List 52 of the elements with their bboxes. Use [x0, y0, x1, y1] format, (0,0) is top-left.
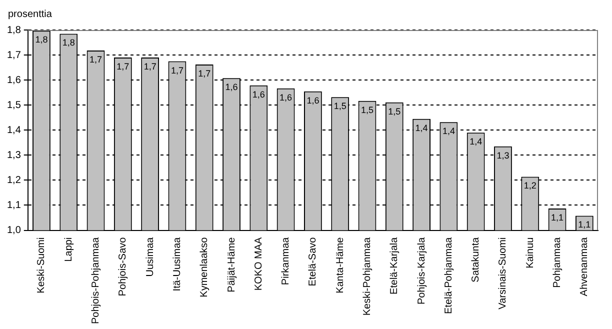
x-tick-label: Pirkanmaa [280, 236, 292, 286]
x-tick-label: Keski-Pohjanmaa [362, 236, 373, 316]
x-tick-label: Pohjois-Karjala [416, 236, 428, 305]
x-tick-label: Etelä-Savo [308, 236, 319, 286]
data-label: 1,4 [442, 126, 455, 136]
x-tick-label: Pohjanmaa [552, 236, 564, 288]
data-label: 1,4 [415, 122, 428, 133]
data-label: 1,7 [198, 68, 211, 79]
x-tick-label: Pohjois-Pohjanmaa [90, 236, 102, 324]
x-tick-label: Kainuu [524, 237, 536, 268]
x-tick-label: Lappi [63, 237, 74, 262]
x-tick-label: Keski-Suomi [36, 237, 48, 294]
data-label: 1,5 [334, 101, 346, 112]
x-tick-label: KOKO MAA [253, 236, 264, 291]
y-tick-label: 1,2 [6, 174, 22, 186]
data-label: 1,8 [35, 34, 48, 45]
y-tick-label: 1,5 [6, 100, 22, 111]
y-tick-label: 1,1 [6, 200, 22, 211]
y-tick-label: 1,0 [6, 225, 22, 236]
data-label: 1,7 [144, 62, 156, 72]
data-label: 1,6 [252, 89, 265, 100]
y-tick-label: 1,8 [6, 24, 22, 36]
data-label: 1,5 [360, 104, 374, 115]
data-label: 1,2 [524, 180, 536, 191]
x-tick-label: Päijät-Häme [226, 236, 238, 292]
x-tick-label: Kanta-Häme [334, 236, 346, 294]
x-tick-label: Satakunta [470, 236, 482, 282]
data-label: 1,5 [388, 106, 401, 116]
data-label: 1,8 [62, 38, 75, 48]
data-label: 1,1 [578, 220, 591, 230]
x-tick-label: Etelä-Pohjanmaa [443, 236, 454, 314]
data-label: 1,7 [116, 62, 130, 72]
y-tick-label: 1,3 [6, 150, 22, 161]
x-tick-label: Kymenlaakso [199, 236, 210, 298]
data-label: 1,3 [496, 150, 510, 160]
data-label: 1,6 [225, 82, 238, 92]
data-label: 1,1 [551, 212, 564, 222]
y-tick-label: 1,7 [6, 50, 22, 61]
y-axis-title: prosenttia [8, 8, 52, 20]
x-tick-label: Uusimaa [144, 236, 156, 277]
x-tick-label: Ahvenanmaa [579, 236, 590, 296]
x-tick-label: Varsinais-Suomi [498, 237, 509, 310]
y-tick-label: 1,6 [6, 74, 22, 86]
y-tick-label: 1,4 [6, 124, 22, 136]
data-label: 1,4 [470, 136, 482, 147]
x-tick-label: Pohjois-Savo [118, 236, 129, 296]
x-tick-label: Etelä-Karjala [389, 236, 400, 295]
data-label: 1,7 [170, 65, 184, 76]
data-label: 1,6 [280, 92, 292, 102]
data-label: 1,7 [90, 54, 102, 65]
data-label: 1,6 [306, 95, 320, 106]
x-tick-label: Itä-Uusimaa [172, 236, 183, 292]
